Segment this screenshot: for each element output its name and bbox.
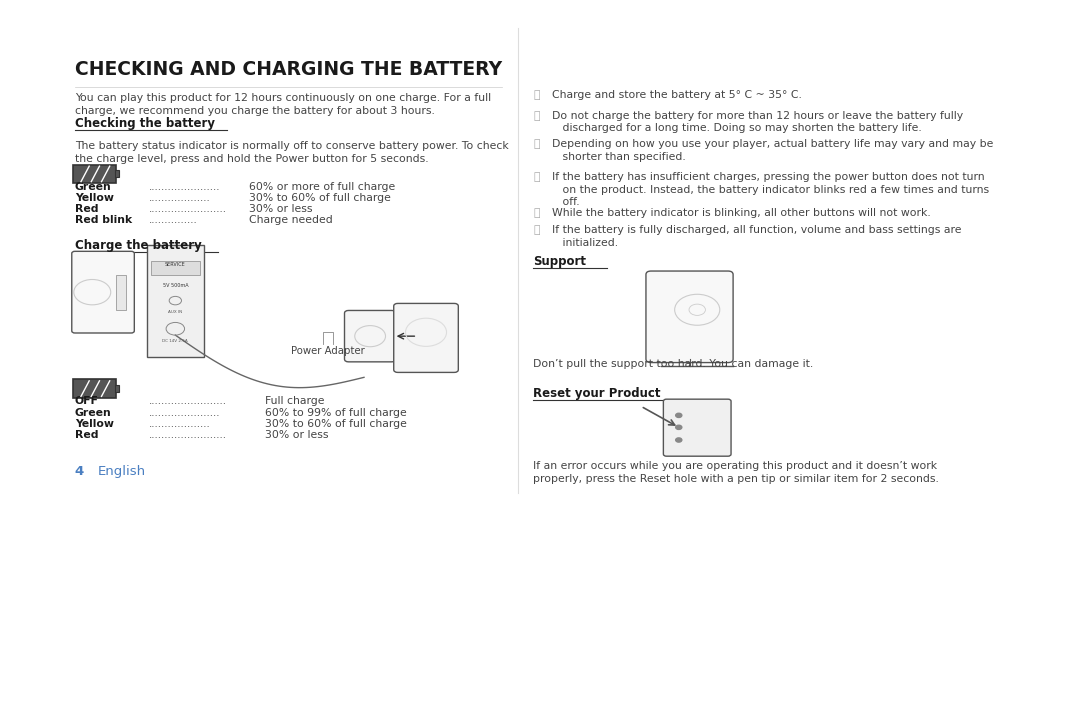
Text: Checking the battery: Checking the battery xyxy=(75,117,215,130)
Text: Full charge: Full charge xyxy=(265,396,324,406)
Text: ......................: ...................... xyxy=(149,182,220,191)
Text: ........................: ........................ xyxy=(149,204,227,214)
Text: ⎖: ⎖ xyxy=(534,90,540,100)
Text: 4: 4 xyxy=(75,465,84,477)
Text: DC 14V 2.5A: DC 14V 2.5A xyxy=(162,339,188,344)
Text: If an error occurs while you are operating this product and it doesn’t work
prop: If an error occurs while you are operati… xyxy=(534,461,939,484)
FancyBboxPatch shape xyxy=(72,379,116,398)
Text: Charge needed: Charge needed xyxy=(249,215,333,225)
FancyBboxPatch shape xyxy=(646,271,733,363)
Text: ...............: ............... xyxy=(149,215,198,225)
Text: Reset your Product: Reset your Product xyxy=(534,387,661,400)
Text: 30% to 60% of full charge: 30% to 60% of full charge xyxy=(249,193,391,203)
Text: OFF: OFF xyxy=(75,396,98,406)
Text: Support: Support xyxy=(534,255,586,268)
Text: If the battery has insufficient charges, pressing the power button does not turn: If the battery has insufficient charges,… xyxy=(552,172,989,208)
Text: Yellow: Yellow xyxy=(75,419,113,429)
Text: English: English xyxy=(97,465,146,477)
Bar xyxy=(114,385,119,392)
Text: ⎖: ⎖ xyxy=(534,208,540,218)
Text: AUX IN: AUX IN xyxy=(168,310,183,314)
Text: Charge the battery: Charge the battery xyxy=(75,239,202,252)
FancyBboxPatch shape xyxy=(72,165,116,183)
Text: The battery status indicator is normally off to conserve battery power. To check: The battery status indicator is normally… xyxy=(75,141,509,164)
Bar xyxy=(116,275,126,310)
Circle shape xyxy=(676,438,681,442)
FancyBboxPatch shape xyxy=(394,303,458,372)
Text: Red: Red xyxy=(75,204,98,214)
Text: Depending on how you use your player, actual battery life may vary and may be
  : Depending on how you use your player, ac… xyxy=(552,139,993,162)
FancyBboxPatch shape xyxy=(147,245,204,357)
Text: ⎖: ⎖ xyxy=(534,139,540,149)
Text: If the battery is fully discharged, all function, volume and bass settings are
 : If the battery is fully discharged, all … xyxy=(552,225,961,248)
Text: Charge and store the battery at 5° C ~ 35° C.: Charge and store the battery at 5° C ~ 3… xyxy=(552,90,801,100)
Text: CHECKING AND CHARGING THE BATTERY: CHECKING AND CHARGING THE BATTERY xyxy=(75,60,502,79)
FancyBboxPatch shape xyxy=(663,399,731,456)
Text: SERVICE: SERVICE xyxy=(165,261,186,267)
FancyBboxPatch shape xyxy=(151,261,200,275)
Text: ⎖: ⎖ xyxy=(534,111,540,120)
Bar xyxy=(114,170,119,177)
Text: 60% or more of full charge: 60% or more of full charge xyxy=(249,182,395,191)
Circle shape xyxy=(676,413,681,417)
Text: 30% or less: 30% or less xyxy=(249,204,312,214)
Text: Do not charge the battery for more than 12 hours or leave the battery fully
   d: Do not charge the battery for more than … xyxy=(552,111,962,133)
Text: Green: Green xyxy=(75,408,111,417)
Text: ...................: ................... xyxy=(149,193,211,203)
Text: ........................: ........................ xyxy=(149,430,227,440)
Text: 60% to 99% of full charge: 60% to 99% of full charge xyxy=(265,408,406,417)
Text: Red blink: Red blink xyxy=(75,215,132,225)
Text: ⎖: ⎖ xyxy=(534,172,540,182)
Text: Yellow: Yellow xyxy=(75,193,113,203)
Text: ...................: ................... xyxy=(149,419,211,429)
Text: You can play this product for 12 hours continuously on one charge. For a full
ch: You can play this product for 12 hours c… xyxy=(75,93,491,116)
Text: 5V 500mA: 5V 500mA xyxy=(162,282,188,288)
Text: ........................: ........................ xyxy=(149,396,227,406)
Text: ......................: ...................... xyxy=(149,408,220,417)
Text: 30% to 60% of full charge: 30% to 60% of full charge xyxy=(265,419,406,429)
Text: While the battery indicator is blinking, all other buttons will not work.: While the battery indicator is blinking,… xyxy=(552,208,930,218)
FancyBboxPatch shape xyxy=(71,251,134,333)
Text: 30% or less: 30% or less xyxy=(265,430,328,440)
FancyBboxPatch shape xyxy=(345,310,395,362)
Text: Power Adapter: Power Adapter xyxy=(292,346,365,356)
Text: Red: Red xyxy=(75,430,98,440)
Text: Don’t pull the support too hard. You can damage it.: Don’t pull the support too hard. You can… xyxy=(534,359,813,369)
Circle shape xyxy=(676,425,681,429)
Text: ⎖: ⎖ xyxy=(534,225,540,235)
Text: Green: Green xyxy=(75,182,111,191)
